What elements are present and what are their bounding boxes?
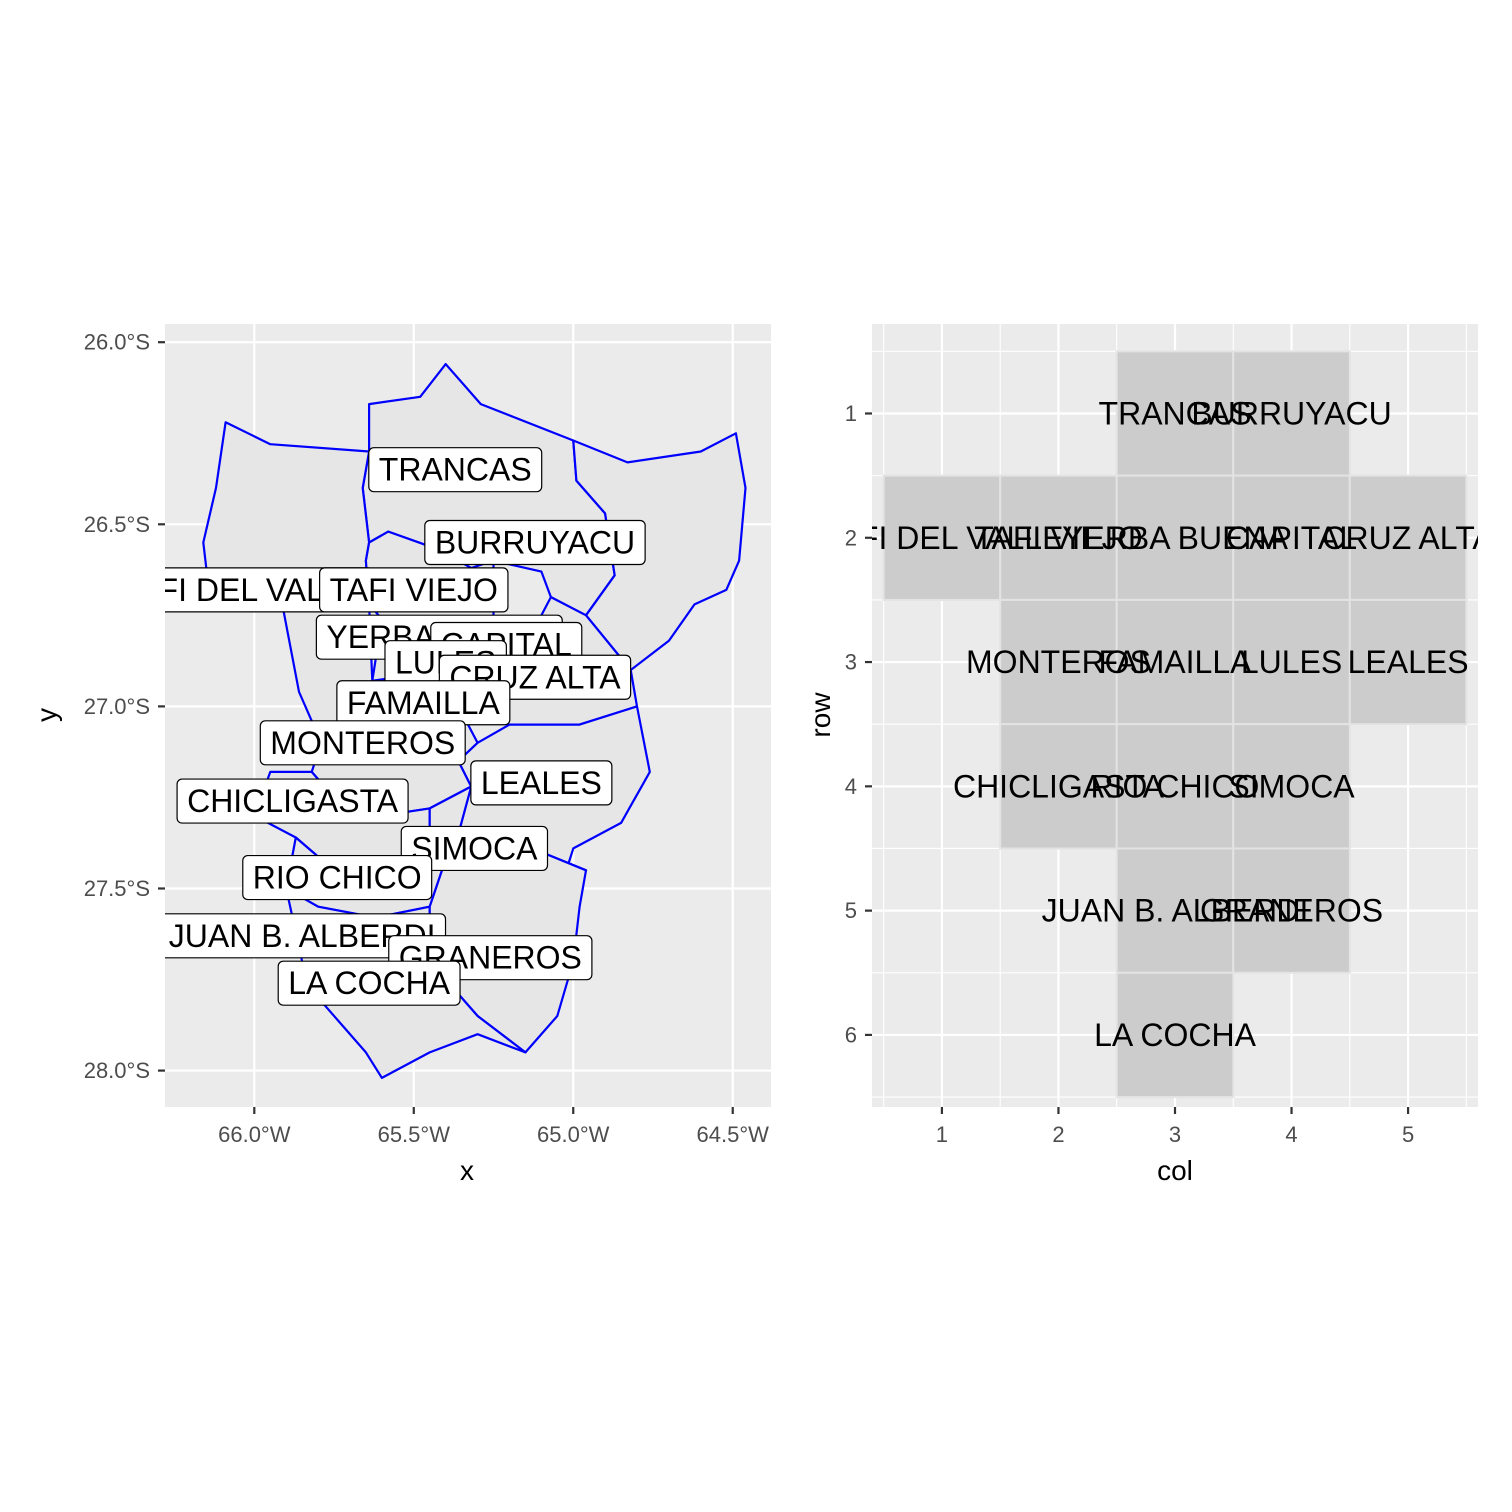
tile-label-burruyacu: BURRUYACU <box>1191 395 1391 431</box>
tile-label-cruz-alta: CRUZ ALTA <box>1322 520 1494 556</box>
region-label-text: TRANCAS <box>379 452 532 488</box>
tile-x-axis: 1 2 3 4 5 <box>936 1107 1414 1147</box>
tile-label-lules: LULES <box>1241 644 1342 680</box>
region-label-text: SIMOCA <box>411 830 538 866</box>
region-label-text: RIO CHICO <box>253 860 422 896</box>
tile-y-axis-title: row <box>805 692 836 738</box>
tile-label-famailla: FAMAILLA <box>1099 644 1253 680</box>
region-label-text: MONTEROS <box>270 725 455 761</box>
tile-la-cocha <box>1115 971 1235 1099</box>
tile-capital <box>1232 474 1351 601</box>
tile-burruyacu <box>1232 350 1351 477</box>
region-label-simoca: SIMOCA <box>400 825 549 872</box>
region-label-text: LEALES <box>481 765 602 801</box>
map-y-tick-label: 27.5°S <box>84 876 150 901</box>
tile-leales <box>1348 598 1468 726</box>
region-label-monteros: MONTEROS <box>259 720 466 766</box>
region-label-text: BURRUYACU <box>435 525 635 561</box>
map-x-tick-label: 65.0°W <box>537 1122 610 1147</box>
region-label-tafi-viejo: TAFI VIEJO <box>319 567 509 613</box>
tile-x-axis-title: col <box>1157 1155 1193 1186</box>
tile-y-axis: 1 2 3 4 5 6 <box>845 401 872 1047</box>
region-label-text: CHICLIGASTA <box>187 783 399 819</box>
tile-label-tafi-viejo: TAFI VIEJO <box>974 520 1142 556</box>
tile-label-la-cocha: LA COCHA <box>1094 1017 1256 1053</box>
tile-chicligasta <box>999 723 1118 850</box>
map-y-tick-label: 26.5°S <box>84 512 150 537</box>
region-label-rio-chico: RIO CHICO <box>242 854 433 901</box>
tile-label-chicligasta: CHICLIGASTA <box>953 768 1165 804</box>
region-label-text: FAMAILLA <box>347 685 501 721</box>
tile-y-tick-label: 4 <box>845 774 857 799</box>
tile-tafi-del-valle <box>882 474 1002 601</box>
tile-label-simoca: SIMOCA <box>1228 768 1355 804</box>
map-x-tick-label: 65.5°W <box>378 1122 451 1147</box>
map-y-axis-title: y <box>31 708 62 722</box>
region-label-chicligasta: CHICLIGASTA <box>176 778 409 824</box>
tile-label-trancas: TRANCAS <box>1099 395 1252 431</box>
tile-x-tick-label: 1 <box>936 1122 948 1147</box>
tile-y-tick-label: 1 <box>845 401 857 426</box>
map-x-tick-label: 64.5°W <box>697 1122 770 1147</box>
map-y-tick-label: 27.0°S <box>84 694 150 719</box>
tile-label-monteros: MONTEROS <box>966 644 1151 680</box>
tile-label-graneros: GRANEROS <box>1200 893 1383 929</box>
tile-graneros <box>1232 847 1351 974</box>
tile-simoca <box>1232 723 1351 850</box>
tile-x-tick-label: 4 <box>1285 1122 1297 1147</box>
region-label-burruyacu: BURRUYACU <box>424 519 646 566</box>
tile-x-tick-label: 3 <box>1169 1122 1181 1147</box>
map-x-axis: 66.0°W 65.5°W 65.0°W 64.5°W <box>218 1107 769 1147</box>
tile-grid-cells <box>882 350 1468 1099</box>
region-label-trancas: TRANCAS <box>368 447 543 493</box>
map-x-axis-title: x <box>460 1155 474 1186</box>
tile-trancas <box>1115 350 1235 477</box>
tile-x-tick-label: 2 <box>1052 1122 1064 1147</box>
tile-cruz-alta <box>1348 474 1468 601</box>
tile-y-tick-label: 6 <box>845 1022 857 1047</box>
region-label-famailla: FAMAILLA <box>336 680 511 726</box>
map-x-tick-label: 66.0°W <box>218 1122 291 1147</box>
tile-tafi-viejo <box>999 474 1118 601</box>
tile-label-tafi-del-valle: TAFI DEL VALLE <box>820 520 1063 556</box>
map-y-tick-label: 28.0°S <box>84 1058 150 1083</box>
map-y-tick-label: 26.0°S <box>84 330 150 355</box>
tile-label-yerba-buena: YERBA BUENA <box>1062 520 1289 556</box>
tile-label-leales: LEALES <box>1348 644 1469 680</box>
tile-label-juan-b-alberdi: JUAN B. ALBERDI <box>1042 893 1309 929</box>
tile-juan-b-alberdi <box>1115 847 1235 974</box>
tile-y-tick-label: 3 <box>845 650 857 675</box>
tile-y-tick-label: 2 <box>845 525 857 550</box>
tile-famailla <box>1115 598 1235 726</box>
region-label-text: TAFI VIEJO <box>330 572 498 608</box>
tile-label-rio-chico: RIO CHICO <box>1091 768 1260 804</box>
tile-label-capital: CAPITAL <box>1226 520 1357 556</box>
tile-y-tick-label: 5 <box>845 898 857 923</box>
region-label-text: LA COCHA <box>288 965 450 1001</box>
region-label-leales: LEALES <box>470 760 613 806</box>
map-y-axis: 26.0°S 26.5°S 27.0°S 27.5°S 28.0°S <box>84 330 165 1083</box>
region-label-la-cocha: LA COCHA <box>277 960 461 1006</box>
tile-x-tick-label: 5 <box>1402 1122 1414 1147</box>
